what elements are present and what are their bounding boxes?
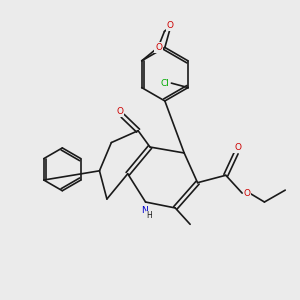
Text: Cl: Cl xyxy=(160,79,169,88)
Text: N: N xyxy=(141,206,147,215)
Text: O: O xyxy=(167,21,174,30)
Text: O: O xyxy=(244,189,251,198)
Text: H: H xyxy=(146,211,152,220)
Text: O: O xyxy=(155,43,162,52)
Text: O: O xyxy=(234,143,241,152)
Text: O: O xyxy=(117,107,124,116)
